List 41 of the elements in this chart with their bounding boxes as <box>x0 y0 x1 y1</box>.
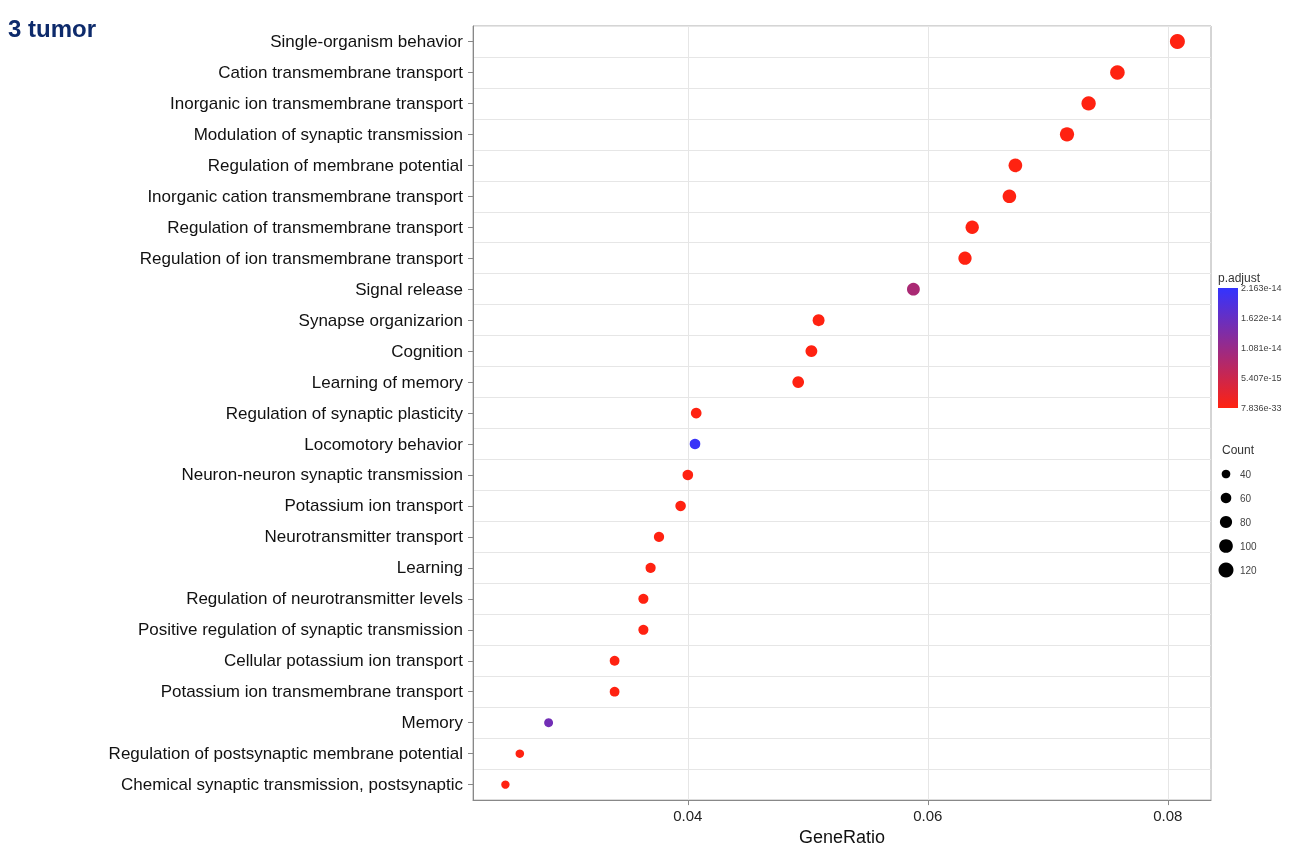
y-tick-label: Cellular potassium ion transport <box>223 651 464 671</box>
y-tick-label: Memory <box>401 713 464 733</box>
y-tick-label: Signal release <box>355 279 463 299</box>
y-tick-label: Learning of memory <box>311 372 464 392</box>
y-tick-label: Chemical synaptic transmission, postsynaptic <box>120 775 464 795</box>
color-bar-label: 7.836e-33 <box>1241 402 1282 413</box>
y-tick-label: Regulation of postsynaptic membrane potential <box>108 744 463 764</box>
x-tick-label: 0.06 <box>913 807 943 825</box>
y-tick-label: Regulation of ion transmembrane transport <box>139 248 464 268</box>
text: 3 tumor <box>8 14 97 42</box>
y-tick-label: Potassium ion transport <box>284 496 464 516</box>
y-tick-label: Synapse organizarion <box>298 310 463 330</box>
y-tick-label: Neurotransmitter transport <box>264 527 464 547</box>
y-tick-label: Modulation of synaptic transmission <box>193 124 463 144</box>
legend-title: Count <box>1222 443 1255 457</box>
y-tick-label: Regulation of synaptic plasticity <box>225 403 464 423</box>
color-bar-title: p.adjust <box>1218 271 1261 285</box>
legend-label: 80 <box>1240 516 1252 528</box>
x-axis-title: GeneRatio <box>798 827 886 847</box>
y-tick-label: Locomotory behavior <box>304 434 464 454</box>
y-tick-label: Inorganic cation transmembrane transport <box>147 186 464 206</box>
y-tick-label: Potassium ion transmembrane transport <box>160 682 464 702</box>
x-tick-label: 0.08 <box>1153 807 1183 825</box>
y-tick-label: Inorganic ion transmembrane transport <box>170 93 464 113</box>
y-tick-label: Regulation of membrane potential <box>207 155 463 175</box>
y-tick-label: Cation transmembrane transport <box>218 62 464 82</box>
legend-label: 120 <box>1240 564 1258 576</box>
color-bar-label: 5.407e-15 <box>1241 372 1282 383</box>
y-tick-label: Learning <box>396 558 463 578</box>
legend-label: 100 <box>1240 540 1258 552</box>
x-tick-label: 0.04 <box>673 807 703 825</box>
y-tick-label: Neuron-neuron synaptic transmission <box>181 465 463 485</box>
y-tick-label: Regulation of neurotransmitter levels <box>186 589 463 609</box>
legend-label: 60 <box>1240 492 1252 504</box>
legend-label: 40 <box>1240 468 1252 480</box>
color-bar-label: 1.081e-14 <box>1241 342 1282 353</box>
y-tick-label: Cognition <box>391 341 463 361</box>
y-tick-label: Single-organism behavior <box>270 31 464 51</box>
y-tick-label: Regulation of transmembrane transport <box>167 217 464 237</box>
y-tick-label: Positive regulation of synaptic transmission <box>137 620 463 640</box>
color-bar-label: 1.622e-14 <box>1241 312 1282 323</box>
